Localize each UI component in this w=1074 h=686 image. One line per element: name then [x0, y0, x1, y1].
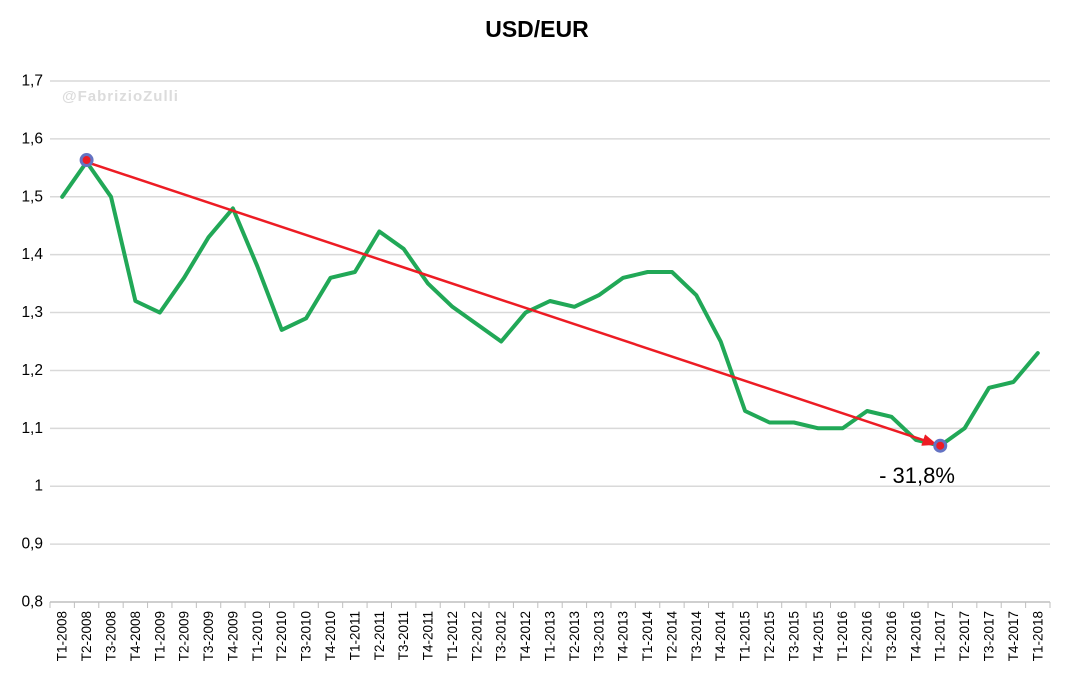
trend-start-marker — [79, 153, 94, 168]
x-axis-tick-label: T2-2011 — [372, 611, 387, 660]
x-axis-tick-label: T1-2018 — [1030, 611, 1045, 661]
x-axis-tick-label: T1-2014 — [640, 611, 655, 662]
y-axis-tick-label: 0,8 — [21, 594, 43, 611]
x-axis-tick-label: T2-2010 — [274, 611, 289, 661]
x-axis-tick-label: T4-2012 — [518, 611, 533, 661]
x-axis-tick-label: T4-2015 — [811, 611, 826, 661]
x-axis-tick-label: T4-2013 — [616, 611, 631, 661]
trend-line — [86, 160, 938, 446]
usd-eur-series-line — [60, 160, 1040, 448]
x-axis-tick-label: T2-2008 — [79, 611, 94, 661]
y-axis-tick-label: 1 — [34, 478, 43, 495]
x-axis-tick-label: T4-2011 — [421, 611, 436, 660]
y-axis-tick-label: 1,4 — [21, 246, 43, 263]
x-axis-tick-label: T4-2008 — [128, 611, 143, 661]
x-axis-tick-label: T1-2016 — [835, 611, 850, 661]
chart-title: USD/EUR — [485, 16, 589, 42]
x-axis-tick-label: T1-2009 — [152, 611, 167, 661]
x-axis-tick-label: T2-2017 — [957, 611, 972, 661]
y-axis-tick-label: 1,7 — [21, 73, 43, 90]
x-axis-tick-label: T2-2015 — [762, 611, 777, 661]
x-axis-tick-label: T4-2014 — [713, 611, 728, 662]
x-axis-tick-label: T3-2008 — [104, 611, 119, 661]
y-axis-tick-label: 1,6 — [21, 130, 43, 147]
watermark-text: @FabrizioZulli — [62, 88, 179, 105]
y-axis-tick-label: 1,2 — [21, 362, 43, 379]
x-axis-tick-label: T3-2015 — [786, 611, 801, 661]
x-axis-tick-label: T2-2016 — [860, 611, 875, 661]
x-axis-tick-label: T4-2017 — [1006, 611, 1021, 661]
x-axis-tick-label: T3-2009 — [201, 611, 216, 661]
x-axis-tick-label: T2-2012 — [469, 611, 484, 661]
x-axis-tick-label: T3-2011 — [396, 611, 411, 660]
x-axis-tick-label: T3-2013 — [591, 611, 606, 661]
x-axis-tick-label: T1-2010 — [250, 611, 265, 661]
x-axis-tick-label: T2-2009 — [177, 611, 192, 661]
x-axis-tick-label: T4-2009 — [225, 611, 240, 661]
y-axis-tick-label: 1,5 — [21, 188, 43, 205]
x-axis-tick-label: T2-2014 — [665, 611, 680, 662]
x-axis-tick-label: T1-2008 — [55, 611, 70, 661]
y-axis-tick-label: 0,9 — [21, 536, 43, 553]
y-axis-tick-label: 1,3 — [21, 304, 43, 321]
x-axis-tick-label: T4-2016 — [908, 611, 923, 661]
x-axis-tick-label: T3-2017 — [982, 611, 997, 661]
x-axis-tick-label: T4-2010 — [323, 611, 338, 661]
x-axis-tick-label: T1-2011 — [347, 611, 362, 660]
trend-end-marker — [933, 438, 948, 453]
x-axis-tick-label: T2-2013 — [567, 611, 582, 661]
x-axis-tick-label: T3-2014 — [689, 611, 704, 662]
x-axis-tick-label: T3-2012 — [494, 611, 509, 661]
x-axis-tick-label: T1-2015 — [738, 611, 753, 661]
x-axis-tick-label: T1-2013 — [543, 611, 558, 661]
y-axis-tick-label: 1,1 — [21, 420, 43, 437]
x-axis-tick-label: T1-2012 — [445, 611, 460, 661]
x-axis-tick-label: T3-2016 — [884, 611, 899, 661]
x-axis-tick-label: T3-2010 — [299, 611, 314, 661]
x-axis-tick-label: T1-2017 — [933, 611, 948, 661]
trendline-percentage-label: - 31,8% — [879, 463, 955, 488]
